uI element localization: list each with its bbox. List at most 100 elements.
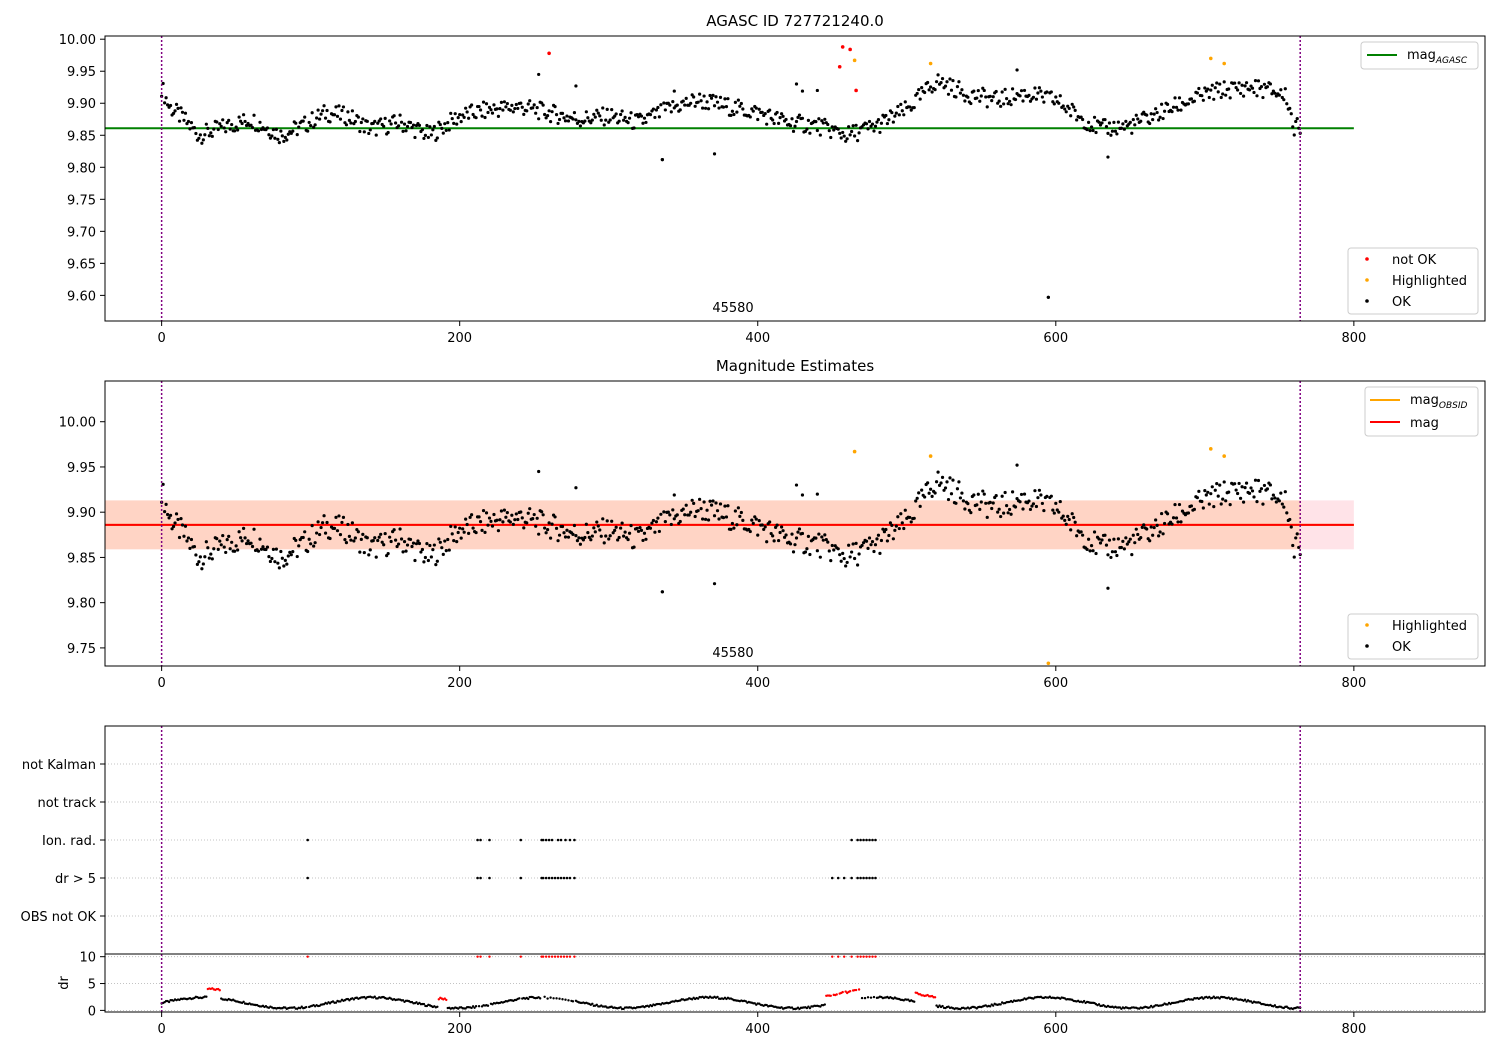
ok-point <box>1228 503 1232 507</box>
ok-point <box>310 524 314 528</box>
ok-point <box>920 488 924 492</box>
dr-point <box>559 955 563 958</box>
dr-ytick-label: 0 <box>88 1004 96 1019</box>
ok-point <box>1252 90 1256 95</box>
ok-point <box>185 539 189 543</box>
ok-point <box>1124 119 1128 123</box>
ok-point <box>666 510 670 514</box>
ok-point <box>1036 496 1040 500</box>
ok-point <box>531 106 535 110</box>
ok-point <box>526 102 530 106</box>
ok-point <box>277 141 281 145</box>
ok-point <box>775 523 779 527</box>
ok-point <box>1002 511 1006 515</box>
ok-point <box>294 538 298 542</box>
ok-point <box>730 109 735 113</box>
panel1-xtick-label: 400 <box>745 331 770 346</box>
ok-point <box>876 117 881 122</box>
ok-point <box>365 536 369 540</box>
ok-point <box>1195 496 1199 500</box>
ok-point <box>934 80 939 84</box>
ok-point <box>343 538 347 542</box>
ok-point <box>830 543 834 548</box>
ok-point <box>186 119 191 124</box>
ok-point <box>1085 127 1089 132</box>
ok-point <box>495 518 499 522</box>
ok-point <box>1037 488 1042 492</box>
ok-point <box>358 550 362 554</box>
ok-point <box>1094 130 1098 135</box>
ok-point <box>955 487 960 491</box>
ok-point <box>629 523 633 528</box>
ok-point <box>350 109 354 113</box>
dr-point <box>780 1006 783 1009</box>
ok-point <box>610 108 614 112</box>
ok-point <box>741 107 745 111</box>
ok-point <box>422 136 426 141</box>
ok-point <box>548 536 553 540</box>
ok-point <box>583 119 587 123</box>
dr-point <box>488 955 491 958</box>
ok-point <box>823 533 827 537</box>
legend-ok-marker <box>1365 299 1369 303</box>
ok-point <box>669 110 673 114</box>
ok-point <box>1273 496 1277 500</box>
ok-point <box>510 103 514 107</box>
ok-point <box>639 114 644 118</box>
ok-point <box>610 519 614 523</box>
ok-point <box>872 129 876 133</box>
ok-point <box>689 510 693 514</box>
dr-point <box>541 955 545 958</box>
dr5-flag-point <box>550 876 554 880</box>
ok-point <box>392 114 396 118</box>
ok-point <box>440 546 444 550</box>
ok-point <box>553 515 557 519</box>
dr-point <box>935 1004 938 1007</box>
ok-point <box>1113 129 1118 133</box>
ok-point <box>706 518 711 522</box>
ok-point <box>423 555 428 560</box>
dr5-flag-point <box>476 876 479 880</box>
ok-point <box>912 105 916 110</box>
ok-point <box>1140 525 1144 529</box>
ok-point <box>826 122 830 127</box>
ok-point <box>1094 551 1098 556</box>
ok-point <box>945 480 949 484</box>
ok-point <box>477 515 481 519</box>
dr-point <box>848 990 852 993</box>
ok-point <box>1295 532 1299 536</box>
ok-point <box>288 550 292 554</box>
ok-point <box>1107 538 1112 542</box>
ok-point <box>1218 82 1222 86</box>
ok-point <box>183 111 188 115</box>
ok-point <box>763 112 767 116</box>
ok-point <box>216 127 220 132</box>
ok-point <box>574 534 578 538</box>
ok-point <box>455 540 459 544</box>
ok-point <box>1088 549 1092 553</box>
ok-point <box>443 122 447 126</box>
ok-point <box>1027 499 1031 503</box>
ok-point <box>1069 114 1073 118</box>
ion-rad-flag-point <box>547 838 551 842</box>
ok-point <box>729 113 733 117</box>
dr-point <box>856 955 859 958</box>
ok-point <box>923 495 927 499</box>
ok-point <box>778 530 782 535</box>
ok-point <box>890 523 894 527</box>
ok-point <box>392 528 396 532</box>
ok-point <box>693 104 697 108</box>
ok-point <box>239 536 243 540</box>
ok-point <box>540 510 544 514</box>
ok-point <box>1261 95 1265 100</box>
ok-point <box>751 109 755 113</box>
ok-point <box>233 549 237 553</box>
dr-point <box>486 1004 490 1007</box>
ok-point <box>1161 116 1165 121</box>
highlighted-point <box>852 58 857 63</box>
ok-point <box>587 535 591 539</box>
ok-point <box>703 517 708 521</box>
ok-point <box>748 529 752 534</box>
highlighted-point <box>928 61 933 66</box>
ok-point <box>425 542 429 546</box>
